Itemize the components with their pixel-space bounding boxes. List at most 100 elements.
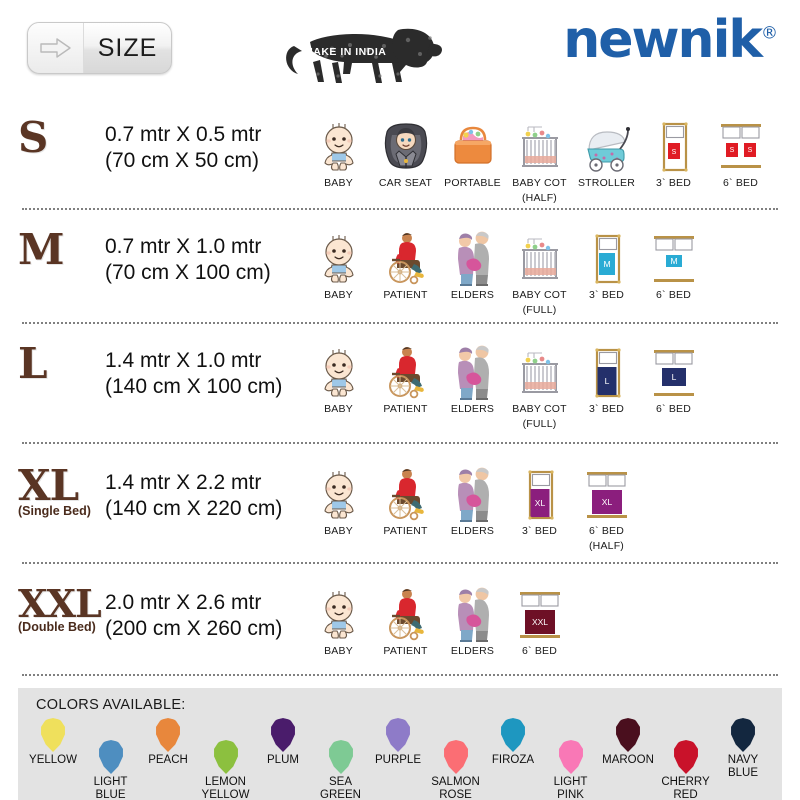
- icon-cell-baby-cot[interactable]: BABY COT (HALF): [506, 116, 573, 204]
- size-label-cell: S: [0, 113, 105, 162]
- color-swatch-firoza[interactable]: FIROZA: [484, 718, 542, 767]
- icon-cell-portable-bag[interactable]: PORTABLE: [439, 116, 506, 189]
- icon-cell-bed-3ft[interactable]: L 3` BED: [573, 342, 640, 415]
- icon-cell-stroller[interactable]: STROLLER: [573, 116, 640, 189]
- bed-6ft-icon: L: [646, 342, 702, 400]
- patient-wheelchair-icon: [378, 584, 434, 642]
- size-button[interactable]: SIZE: [27, 22, 172, 74]
- color-swatch-lemon-yellow[interactable]: LEMON YELLOW: [197, 740, 255, 800]
- color-name-label: SEA GREEN: [320, 776, 361, 800]
- dimensions-cell: 1.4 mtr X 2.2 mtr (140 cm X 220 cm): [105, 462, 305, 521]
- icon-cell-patient-wheelchair[interactable]: PATIENT: [372, 342, 439, 415]
- icon-label: BABY COT: [512, 403, 567, 415]
- size-letter: S: [18, 113, 48, 162]
- icon-label: BABY: [324, 403, 353, 415]
- icon-cell-elders[interactable]: ELDERS: [439, 342, 506, 415]
- color-name-label: MAROON: [602, 754, 654, 766]
- color-swatch-peach[interactable]: PEACH: [139, 718, 197, 767]
- bed-6ft-icon: XXL: [512, 584, 568, 642]
- icon-cell-bed-6ft[interactable]: XL 6` BED (HALF): [573, 464, 640, 552]
- color-swatch-sea-green[interactable]: SEA GREEN: [312, 740, 370, 800]
- color-swatch-yellow[interactable]: YELLOW: [24, 718, 82, 767]
- dimensions-cell: 0.7 mtr X 1.0 mtr (70 cm X 100 cm): [105, 226, 305, 285]
- icon-cell-bed-6ft[interactable]: S S 6` BED: [707, 116, 774, 189]
- row-separator: [22, 674, 778, 676]
- size-letter: M: [18, 225, 65, 274]
- water-drop-icon: [328, 740, 354, 774]
- icon-cell-elders[interactable]: ELDERS: [439, 464, 506, 537]
- icon-label: 6` BED: [588, 525, 625, 537]
- size-rows: S 0.7 mtr X 0.5 mtr (70 cm X 50 cm) BABY C…: [0, 100, 800, 676]
- svg-text:XXL: XXL: [531, 617, 547, 627]
- row-separator: [22, 208, 778, 210]
- color-swatch-list: YELLOW LIGHT BLUE PEACH LEMON YELLOW PLUM SEA…: [24, 718, 782, 800]
- color-name-label: FIROZA: [491, 754, 535, 766]
- icon-cell-baby[interactable]: BABY: [305, 116, 372, 189]
- baby-icon: [311, 228, 367, 286]
- color-swatch-navy-blue[interactable]: NAVY BLUE: [714, 718, 772, 780]
- usage-icons: BABY PATIENT ELDERS: [305, 462, 800, 552]
- icon-cell-baby-cot[interactable]: BABY COT (FULL): [506, 228, 573, 316]
- icon-cell-patient-wheelchair[interactable]: PATIENT: [372, 584, 439, 657]
- bed-3ft-icon: XL: [512, 464, 568, 522]
- dimension-centimeters: (200 cm X 260 cm): [105, 616, 283, 640]
- color-swatch-light-blue[interactable]: LIGHT BLUE: [82, 740, 140, 800]
- size-label-cell: M: [0, 225, 105, 274]
- icon-label: BABY: [324, 177, 353, 189]
- color-swatch-light-pink[interactable]: LIGHT PINK: [542, 740, 600, 800]
- color-swatch-maroon[interactable]: MAROON: [599, 718, 657, 767]
- icon-cell-baby-cot[interactable]: BABY COT (FULL): [506, 342, 573, 430]
- row-separator: [22, 562, 778, 564]
- bed-3ft-icon: L: [579, 342, 635, 400]
- water-drop-icon: [673, 740, 699, 774]
- icon-cell-bed-6ft[interactable]: L 6` BED: [640, 342, 707, 415]
- size-row-xxl: XXL (Double Bed) 2.0 mtr X 2.6 mtr (200 cm …: [0, 564, 800, 674]
- bed-3ft-icon: S: [646, 116, 702, 174]
- icon-label: ELDERS: [450, 645, 495, 657]
- icon-cell-baby[interactable]: BABY: [305, 464, 372, 537]
- svg-text:XL: XL: [601, 497, 612, 507]
- row-separator: [22, 322, 778, 324]
- dimensions-cell: 0.7 mtr X 0.5 mtr (70 cm X 50 cm): [105, 114, 305, 173]
- icon-cell-bed-3ft[interactable]: XL 3` BED: [506, 464, 573, 537]
- dimension-metric: 1.4 mtr X 1.0 mtr: [105, 349, 262, 372]
- icon-cell-baby[interactable]: BABY: [305, 342, 372, 415]
- icon-cell-car-seat[interactable]: CAR SEAT: [372, 116, 439, 189]
- icon-cell-patient-wheelchair[interactable]: PATIENT: [372, 228, 439, 301]
- color-swatch-plum[interactable]: PLUM: [254, 718, 312, 767]
- size-row-s: S 0.7 mtr X 0.5 mtr (70 cm X 50 cm) BABY C…: [0, 100, 800, 208]
- water-drop-icon: [500, 718, 526, 752]
- icon-cell-baby[interactable]: BABY: [305, 584, 372, 657]
- dimension-centimeters: (140 cm X 220 cm): [105, 496, 283, 520]
- icon-cell-bed-3ft[interactable]: M 3` BED: [573, 228, 640, 301]
- icon-cell-baby[interactable]: BABY: [305, 228, 372, 301]
- water-drop-icon: [615, 718, 641, 752]
- icon-cell-elders[interactable]: ELDERS: [439, 584, 506, 657]
- size-letter: XL: [18, 461, 79, 510]
- stroller-icon: [579, 116, 635, 174]
- icon-cell-elders[interactable]: ELDERS: [439, 228, 506, 301]
- icon-label: PATIENT: [383, 289, 428, 301]
- dimensions-cell: 1.4 mtr X 1.0 mtr (140 cm X 100 cm): [105, 340, 305, 399]
- water-drop-icon: [40, 718, 66, 752]
- color-swatch-salmon-rose[interactable]: SALMON ROSE: [427, 740, 485, 800]
- icon-cell-patient-wheelchair[interactable]: PATIENT: [372, 464, 439, 537]
- icon-cell-bed-3ft[interactable]: S 3` BED: [640, 116, 707, 189]
- icon-cell-bed-6ft[interactable]: XXL 6` BED: [506, 584, 573, 657]
- icon-label: ELDERS: [450, 525, 495, 537]
- bed-6ft-icon: S S: [713, 116, 769, 174]
- color-swatch-cherry-red[interactable]: CHERRY RED: [657, 740, 715, 800]
- color-swatch-purple[interactable]: PURPLE: [369, 718, 427, 767]
- svg-text:M: M: [670, 256, 677, 266]
- size-sublabel: (Double Bed): [18, 620, 96, 635]
- icon-cell-bed-6ft[interactable]: M 6` BED: [640, 228, 707, 301]
- icon-label: BABY: [324, 525, 353, 537]
- dimension-centimeters: (70 cm X 50 cm): [105, 148, 260, 172]
- svg-text:L: L: [671, 372, 676, 382]
- svg-text:S: S: [747, 147, 752, 154]
- color-name-label: YELLOW: [29, 754, 77, 766]
- size-label-cell: XXL (Double Bed): [0, 582, 105, 634]
- svg-text:XL: XL: [534, 498, 545, 508]
- size-sublabel: (Single Bed): [18, 503, 91, 518]
